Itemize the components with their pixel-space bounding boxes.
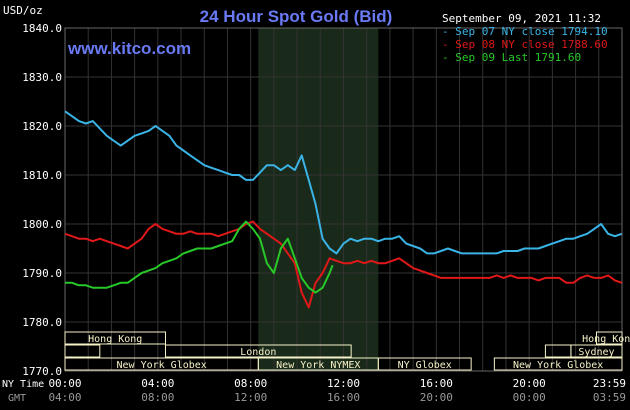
- y-tick-label: 1780.0: [22, 316, 62, 329]
- session-bar: [493, 357, 623, 371]
- chart-title: 24 Hour Spot Gold (Bid): [200, 7, 393, 26]
- y-tick-label: 1820.0: [22, 120, 62, 133]
- session-label: London: [240, 347, 276, 358]
- y-tick-label: 1830.0: [22, 71, 62, 84]
- y-tick-label: 1770.0: [22, 365, 62, 378]
- y-tick-label: 1810.0: [22, 169, 62, 182]
- series-line-1: [64, 110, 623, 255]
- y-unit-label: USD/oz: [3, 4, 43, 17]
- x-tick-label-gmt: 00:00: [513, 391, 546, 404]
- series-line-2: [64, 220, 623, 309]
- session-label: NY Globex: [398, 360, 452, 371]
- x-tick-label-gmt: 16:00: [327, 391, 360, 404]
- source-url[interactable]: www.kitco.com: [67, 39, 191, 58]
- x-tick-label-ny: 23:59: [593, 377, 626, 390]
- series-line-3: [65, 220, 334, 294]
- x-tick-label-gmt: 08:00: [141, 391, 174, 404]
- x-tick-label-ny: 08:00: [234, 377, 267, 390]
- session-bar: [164, 344, 352, 358]
- y-tick-label: 1790.0: [22, 267, 62, 280]
- legend-entry-3: - Sep 09 Last 1791.60: [442, 51, 581, 64]
- x-tick-label-gmt: 12:00: [234, 391, 267, 404]
- legend: - Sep 07 NY close 1794.10- Sep 08 NY clo…: [442, 25, 608, 64]
- session-bar: [64, 331, 166, 345]
- session-label: Hong Kong: [88, 334, 142, 345]
- session-label: New York Globex: [117, 360, 207, 371]
- x-tick-label-ny: 16:00: [420, 377, 453, 390]
- session-bar: [595, 331, 623, 345]
- x-tick-label-gmt: 04:00: [48, 391, 81, 404]
- y-tick-label: 1800.0: [22, 218, 62, 231]
- y-tick-label: 1840.0: [22, 22, 62, 35]
- session-label: New York Globex: [513, 360, 603, 371]
- session-label: Hong Kong: [582, 334, 630, 345]
- session-label: Sydney: [578, 347, 614, 358]
- nymex-session-shade: [258, 28, 379, 371]
- timestamp: September 09, 2021 11:32: [442, 12, 601, 25]
- x-row-label-gmt: GMT: [8, 393, 26, 404]
- x-tick-label-ny: 20:00: [513, 377, 546, 390]
- session-label: New York NYMEX: [276, 360, 360, 371]
- plot-frame: [64, 27, 623, 372]
- x-tick-label-gmt: 03:59: [593, 391, 626, 404]
- x-tick-label-ny: 00:00: [48, 377, 81, 390]
- legend-entry-2: - Sep 08 NY close 1788.60: [442, 38, 608, 51]
- x-tick-label-gmt: 20:00: [420, 391, 453, 404]
- session-bar: [377, 357, 472, 371]
- x-tick-label-ny: 04:00: [141, 377, 174, 390]
- session-bar: [64, 344, 101, 358]
- session-bar: [570, 344, 623, 358]
- x-row-label-ny: NY Time: [2, 379, 44, 390]
- legend-entry-1: - Sep 07 NY close 1794.10: [442, 25, 608, 38]
- x-tick-label-ny: 12:00: [327, 377, 360, 390]
